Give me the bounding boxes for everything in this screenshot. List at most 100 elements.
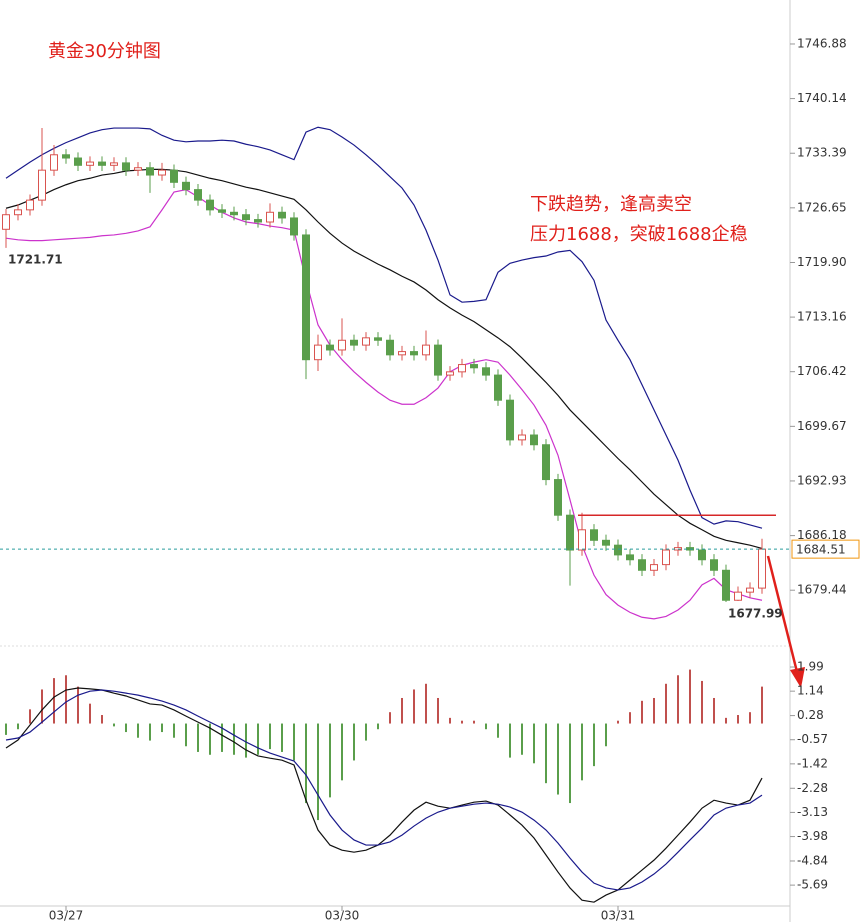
candle-body — [758, 548, 766, 589]
y-tick-label: -3.13 — [797, 805, 828, 819]
candle-body — [410, 351, 418, 356]
y-tick-label: -3.98 — [797, 829, 828, 843]
macd-line — [5, 687, 763, 903]
last-price-box — [791, 539, 860, 559]
y-tick-label: -0.57 — [797, 732, 828, 746]
candle-body — [302, 234, 310, 361]
low-label: 1677.99 — [728, 606, 783, 620]
band-line — [5, 188, 763, 620]
candle-body — [110, 162, 118, 166]
candle-body — [566, 514, 574, 551]
candle-body — [458, 364, 466, 373]
candle-body — [242, 214, 250, 221]
y-tick-label: 1726.65 — [797, 200, 847, 214]
candle-body — [422, 344, 430, 356]
candle-body — [470, 364, 478, 369]
y-tick-label: 1692.93 — [797, 473, 847, 487]
candle-body — [578, 529, 586, 551]
last-price-label: 1684.51 — [796, 543, 846, 557]
candle-body — [14, 209, 22, 216]
candle-body — [614, 544, 622, 556]
candle-body — [554, 479, 562, 516]
macd-line — [5, 689, 763, 891]
candle-body — [2, 214, 10, 230]
annotation: 压力1688，突破1688企稳 — [530, 224, 748, 245]
candle-body — [398, 351, 406, 356]
y-tick-label: 0.28 — [797, 708, 824, 722]
candle-body — [482, 367, 490, 376]
candle-body — [38, 169, 46, 201]
candle-body — [62, 154, 70, 159]
candle-body — [86, 161, 94, 166]
candle-body — [194, 189, 202, 201]
trend-arrow — [766, 555, 805, 688]
candle-body — [314, 344, 322, 361]
candle-body — [26, 199, 34, 211]
arrow-shaft — [766, 555, 799, 673]
candle-body — [182, 181, 190, 191]
candle-body — [134, 167, 142, 171]
candle-body — [698, 549, 706, 561]
candle-body — [362, 337, 370, 346]
candle-body — [650, 564, 658, 571]
candle-body — [542, 444, 550, 481]
arrow-head — [790, 667, 805, 688]
low-label: 1721.71 — [8, 252, 63, 266]
y-tick-label: -5.69 — [797, 878, 828, 892]
candle-body — [290, 217, 298, 236]
y-tick-label: 1679.44 — [797, 583, 847, 597]
candle-body — [710, 559, 718, 571]
y-tick-label: 1706.42 — [797, 364, 847, 378]
candle-body — [74, 157, 82, 166]
candle-body — [326, 344, 334, 351]
y-tick-label: 1733.39 — [797, 146, 847, 160]
candle-body — [50, 154, 58, 171]
y-tick-label: -2.28 — [797, 781, 828, 795]
y-tick-label: 1746.88 — [797, 36, 847, 50]
x-tick-label: 03/27 — [49, 909, 84, 922]
y-tick-label: 1740.14 — [797, 91, 847, 105]
candle-body — [662, 549, 670, 566]
candle-body — [434, 344, 442, 376]
candle-body — [446, 371, 454, 376]
candle-body — [158, 169, 166, 176]
candle-body — [338, 339, 346, 351]
band-line — [5, 168, 763, 549]
candle-body — [122, 162, 130, 171]
candle-body — [254, 219, 262, 223]
candle-body — [518, 434, 526, 441]
candle-body — [722, 569, 730, 601]
y-tick-label: -1.42 — [797, 756, 828, 770]
y-tick-label: 1719.90 — [797, 255, 847, 269]
candle-body — [626, 554, 634, 561]
candle-body — [350, 339, 358, 346]
candle-body — [206, 199, 214, 211]
chart-title: 黄金30分钟图 — [48, 41, 161, 62]
candle-body — [734, 591, 742, 601]
candle-body — [374, 337, 382, 341]
y-tick-label: 1713.16 — [797, 310, 847, 324]
candle-body — [218, 209, 226, 213]
annotation: 下跌趋势，逢高卖空 — [530, 194, 692, 215]
y-tick-label: -4.84 — [797, 853, 828, 867]
band-line — [5, 126, 763, 529]
y-tick-label: 1686.18 — [797, 528, 847, 542]
candle-body — [278, 211, 286, 219]
candle-body — [170, 169, 178, 183]
candle-body — [98, 161, 106, 166]
x-tick-label: 03/31 — [601, 909, 636, 922]
candle-body — [530, 434, 538, 446]
candle-body — [146, 167, 154, 176]
candle-body — [638, 559, 646, 571]
candle-body — [266, 211, 274, 223]
x-tick-label: 03/30 — [325, 909, 360, 922]
candle-body — [494, 374, 502, 401]
y-tick-label: 1699.67 — [797, 419, 847, 433]
candle-body — [590, 529, 598, 541]
candle-body — [230, 211, 238, 216]
y-tick-label: 1.14 — [797, 684, 824, 698]
candle-body — [506, 399, 514, 441]
